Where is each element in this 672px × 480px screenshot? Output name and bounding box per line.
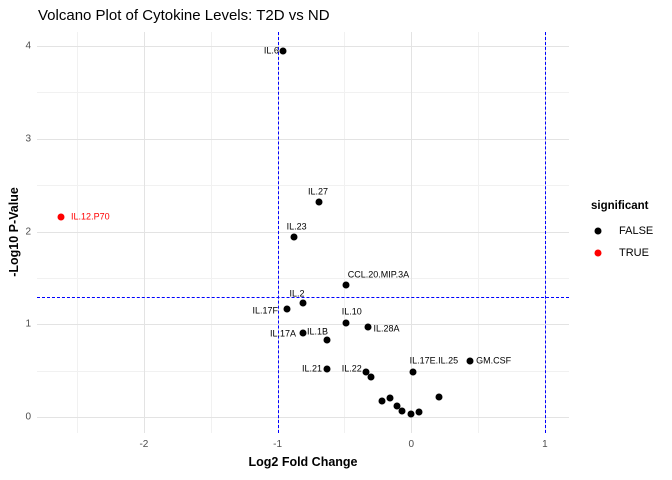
gridline-minor-horizontal: [37, 370, 569, 372]
gridline-major-vertical: [143, 32, 145, 433]
data-point: [323, 365, 331, 373]
gridline-minor-horizontal: [37, 277, 569, 279]
x-tick-label: 1: [542, 439, 548, 450]
data-point: [342, 281, 350, 289]
gridline-minor-horizontal: [37, 185, 569, 187]
x-tick-label: -2: [139, 439, 149, 450]
y-tick-label: 2: [25, 226, 31, 238]
data-point: [315, 198, 323, 206]
legend-key-dot: [594, 227, 602, 235]
data-point: [323, 336, 331, 344]
data-point: [378, 397, 386, 404]
data-point: [393, 402, 401, 410]
data-point: [415, 408, 423, 416]
significance-threshold-vline: [277, 32, 279, 433]
y-tick-label: 0: [25, 411, 31, 423]
legend: significant FALSE TRUE: [591, 200, 671, 264]
gridline-major-vertical: [411, 32, 413, 433]
point-label: GM.CSF: [476, 355, 512, 366]
data-point: [435, 393, 443, 401]
legend-item-label: TRUE: [619, 247, 649, 259]
point-label: IL.27: [308, 186, 329, 197]
point-label: IL.17A: [269, 328, 296, 339]
data-point: [386, 394, 394, 402]
point-label: IL.6: [263, 45, 279, 56]
legend-key-dot: [594, 249, 602, 257]
gridline-minor-horizontal: [37, 92, 569, 94]
plot-panel: IL.6 IL.12.P70 IL.27 IL.23 CCL.20.MIP.3A IL.2…: [37, 32, 569, 433]
point-label: IL.2: [289, 288, 305, 299]
y-axis-title: -Log10 P-Value: [7, 187, 21, 277]
y-tick-label: 1: [25, 318, 31, 330]
data-point: [364, 323, 372, 331]
legend-item-false: FALSE: [591, 220, 671, 242]
legend-item-label: FALSE: [619, 225, 654, 237]
data-point: [299, 329, 307, 337]
y-tick-label: 4: [25, 40, 31, 52]
data-point: [299, 299, 307, 307]
point-label: IL.17E.IL.25: [409, 355, 459, 366]
gridline-major-horizontal: [37, 138, 569, 140]
gridline-major-horizontal: [37, 231, 569, 233]
data-point: [362, 368, 370, 376]
y-tick-label: 3: [25, 133, 31, 145]
point-label: CCL.20.MIP.3A: [347, 269, 410, 280]
x-axis-title: Log2 Fold Change: [248, 455, 358, 469]
data-point: [279, 47, 287, 55]
chart-title: Volcano Plot of Cytokine Levels: T2D vs …: [38, 7, 330, 24]
data-point: [466, 357, 474, 365]
significance-threshold-hline: [37, 296, 569, 298]
point-label: IL.22: [341, 363, 362, 374]
data-point: [290, 233, 298, 241]
point-label: IL.28A: [373, 323, 400, 334]
point-label: IL.12.P70: [71, 211, 110, 222]
data-point: [57, 213, 65, 221]
data-point: [342, 319, 350, 327]
gridline-major-horizontal: [37, 324, 569, 326]
point-label: IL.23: [286, 221, 307, 232]
legend-item-true: TRUE: [591, 242, 671, 264]
data-point: [367, 373, 375, 381]
gridline-major-horizontal: [37, 45, 569, 47]
point-label: IL.17F: [252, 305, 278, 316]
significance-threshold-vline: [544, 32, 546, 433]
legend-items: FALSE TRUE: [591, 220, 671, 264]
point-label: IL.21: [302, 363, 323, 374]
x-tick-label: -1: [273, 439, 283, 450]
gridline-major-horizontal: [37, 417, 569, 419]
legend-title: significant: [591, 200, 649, 212]
point-label: IL.1B: [307, 326, 329, 337]
x-tick-label: 0: [408, 439, 415, 450]
data-point: [407, 410, 415, 418]
point-label: IL.10: [341, 306, 362, 317]
data-point: [283, 305, 291, 313]
data-point: [398, 407, 406, 415]
data-point: [409, 368, 417, 376]
